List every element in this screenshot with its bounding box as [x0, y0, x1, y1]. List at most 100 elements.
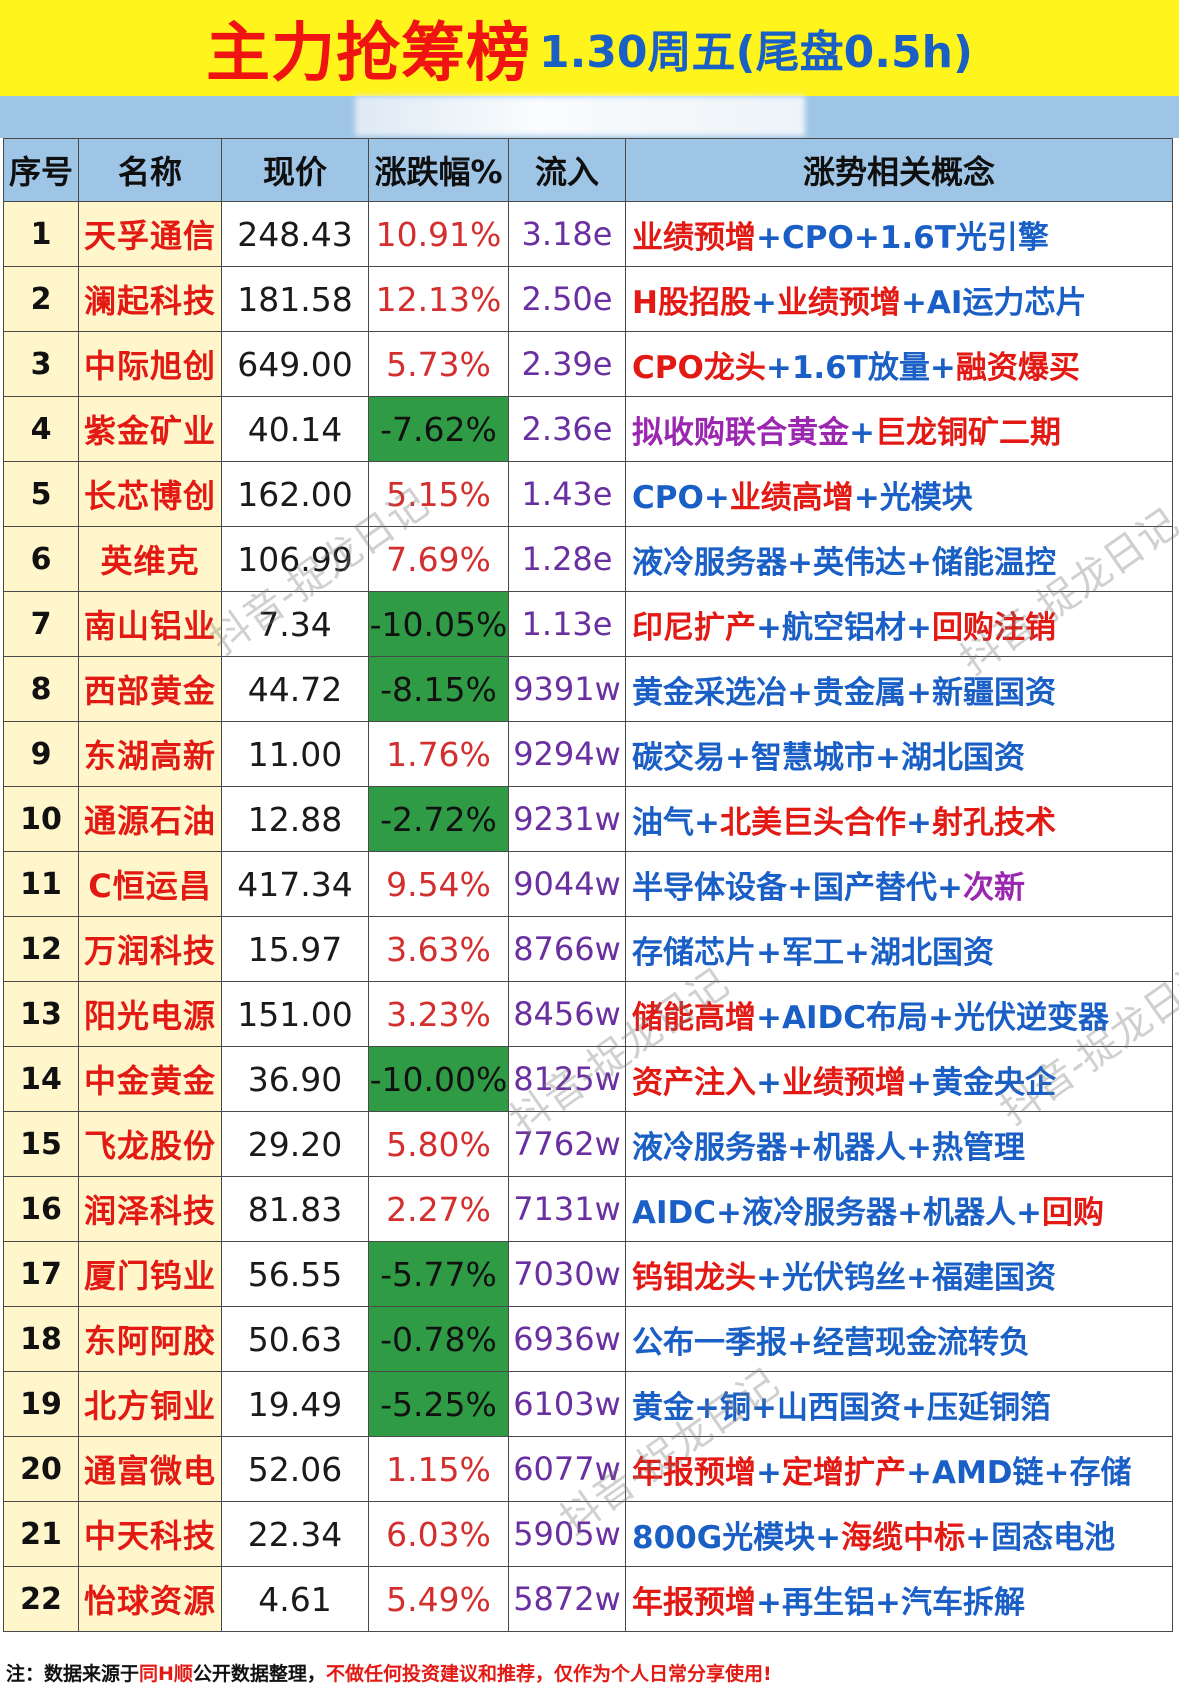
table-row: 22 怡球资源 4.61 5.49% 5872w 年报预增+再生铝+汽车拆解 [3, 1566, 1173, 1632]
row-concepts: 储能高增+AIDC布局+光伏逆变器 [625, 981, 1173, 1047]
row-rank: 13 [3, 981, 79, 1047]
concept-tag: CPO [781, 219, 854, 256]
row-stock-name: 万润科技 [78, 916, 222, 982]
table-row: 3 中际旭创 649.00 5.73% 2.39e CPO龙头+1.6T放量+融资爆买 [3, 331, 1173, 397]
row-change-pct: -8.15% [368, 656, 509, 722]
blurred-subtitle [355, 96, 805, 136]
concept-separator: + [900, 1389, 927, 1426]
row-price: 248.43 [221, 201, 369, 267]
concept-tag: 液冷服务器 [632, 544, 787, 581]
row-change-pct: 2.27% [368, 1176, 509, 1242]
row-price: 22.34 [221, 1501, 369, 1567]
row-inflow: 2.36e [508, 396, 626, 462]
concept-separator: + [750, 284, 777, 321]
row-inflow: 8456w [508, 981, 626, 1047]
row-inflow: 6077w [508, 1436, 626, 1502]
concept-separator: + [853, 479, 880, 516]
row-concepts: 资产注入+业绩预增+黄金央企 [625, 1046, 1173, 1112]
concept-tag: 资产注入 [632, 1064, 756, 1101]
concept-tag: 年报预增 [632, 1454, 756, 1491]
row-stock-name: 厦门钨业 [78, 1241, 222, 1307]
row-rank: 1 [3, 201, 79, 267]
row-stock-name: 中际旭创 [78, 331, 222, 397]
row-inflow: 5872w [508, 1566, 626, 1632]
row-inflow: 1.13e [508, 591, 626, 657]
table-body: 1 天孚通信 248.43 10.91% 3.18e 业绩预增+CPO+1.6T光引擎 2 澜… [3, 201, 1173, 1632]
row-stock-name: 中金黄金 [78, 1046, 222, 1112]
row-price: 56.55 [221, 1241, 369, 1307]
row-concepts: 业绩预增+CPO+1.6T光引擎 [625, 201, 1173, 267]
concept-tag: 业绩高增 [729, 479, 854, 516]
concept-tag: 1.6T放量 [791, 349, 930, 386]
concept-separator: + [843, 934, 870, 971]
row-rank: 22 [3, 1566, 79, 1632]
page-subtitle-date: 1.30周五(尾盘0.5h) [538, 27, 974, 78]
concept-tag: AIDC [632, 1194, 717, 1231]
table-row: 6 英维克 106.99 7.69% 1.28e 液冷服务器+英伟达+储能温控 [3, 526, 1173, 592]
concept-separator: + [874, 739, 901, 776]
row-inflow: 9391w [508, 656, 626, 722]
row-change-pct: 6.03% [368, 1501, 509, 1567]
concept-tag: 军工 [781, 934, 844, 971]
row-concepts: 钨钼龙头+光伏钨丝+福建国资 [625, 1241, 1173, 1307]
row-concepts: 存储芯片+军工+湖北国资 [625, 916, 1173, 982]
concept-separator: + [756, 1259, 782, 1296]
row-rank: 14 [3, 1046, 79, 1112]
concept-separator: + [936, 869, 963, 906]
row-inflow: 2.39e [508, 331, 626, 397]
concept-tag: 拟收购联合黄金 [632, 414, 849, 451]
header-inflow: 流入 [508, 138, 626, 202]
row-price: 7.34 [221, 591, 369, 657]
subtitle-strip [0, 96, 1179, 138]
row-stock-name: 通富微电 [78, 1436, 222, 1502]
table-row: 2 澜起科技 181.58 12.13% 2.50e H股招股+业绩预增+AI运力芯片 [3, 266, 1173, 332]
table-row: 12 万润科技 15.97 3.63% 8766w 存储芯片+军工+湖北国资 [3, 916, 1173, 982]
concept-separator: + [905, 674, 932, 711]
row-rank: 5 [3, 461, 79, 527]
table-row: 20 通富微电 52.06 1.15% 6077w 年报预增+定增扩产+AMD链+存储 [3, 1436, 1173, 1502]
row-change-pct: 1.15% [368, 1436, 509, 1502]
row-rank: 8 [3, 656, 79, 722]
table-row: 5 长芯博创 162.00 5.15% 1.43e CPO+业绩高增+光模块 [3, 461, 1173, 527]
concept-tag: 海缆中标 [841, 1519, 966, 1556]
concept-tag: 年报预增 [632, 1584, 756, 1621]
concept-tag: 智慧城市 [750, 739, 875, 776]
row-inflow: 7030w [508, 1241, 626, 1307]
row-inflow: 1.28e [508, 526, 626, 592]
concept-separator: + [787, 869, 813, 906]
concept-separator: + [905, 544, 932, 581]
title-banner: 主力抢筹榜 1.30周五(尾盘0.5h) [0, 0, 1179, 96]
concept-separator: + [905, 804, 932, 841]
table-row: 17 厦门钨业 56.55 -5.77% 7030w 钨钼龙头+光伏钨丝+福建国资 [3, 1241, 1173, 1307]
concept-tag: 湖北国资 [869, 934, 994, 971]
footer-disclaimer: 不做任何投资建议和推荐，仅作为个人日常分享使用! [325, 1662, 772, 1685]
table-row: 19 北方铜业 19.49 -5.25% 6103w 黄金+铜+山西国资+压延铜箔 [3, 1371, 1173, 1437]
row-price: 11.00 [221, 721, 369, 787]
concept-tag: 铜 [719, 1389, 751, 1426]
row-concepts: 800G光模块+海缆中标+固态电池 [625, 1501, 1173, 1567]
row-concepts: 印尼扩产+航空铝材+回购注销 [625, 591, 1173, 657]
table-row: 14 中金黄金 36.90 -10.00% 8125w 资产注入+业绩预增+黄金央企 [3, 1046, 1173, 1112]
row-change-pct: -7.62% [368, 396, 509, 462]
table-row: 11 C恒运昌 417.34 9.54% 9044w 半导体设备+国产替代+次新 [3, 851, 1173, 917]
concept-separator: + [849, 414, 875, 451]
concept-separator: + [756, 1584, 782, 1621]
row-rank: 9 [3, 721, 79, 787]
row-change-pct: 12.13% [368, 266, 509, 332]
row-rank: 3 [3, 331, 79, 397]
concept-separator: + [694, 804, 720, 841]
row-inflow: 6103w [508, 1371, 626, 1437]
concept-tag: 英伟达 [812, 544, 906, 581]
concept-separator: + [703, 479, 730, 516]
concept-tag: 国产替代 [812, 869, 937, 906]
concept-tag: 融资爆买 [955, 349, 1080, 386]
row-price: 52.06 [221, 1436, 369, 1502]
concept-separator: + [787, 544, 813, 581]
concept-tag: CPO龙头 [632, 349, 766, 386]
concept-tag: 回购注销 [931, 609, 1056, 646]
row-change-pct: -2.72% [368, 786, 509, 852]
row-inflow: 1.43e [508, 461, 626, 527]
concept-separator: + [756, 934, 782, 971]
row-concepts: H股招股+业绩预增+AI运力芯片 [625, 266, 1173, 332]
